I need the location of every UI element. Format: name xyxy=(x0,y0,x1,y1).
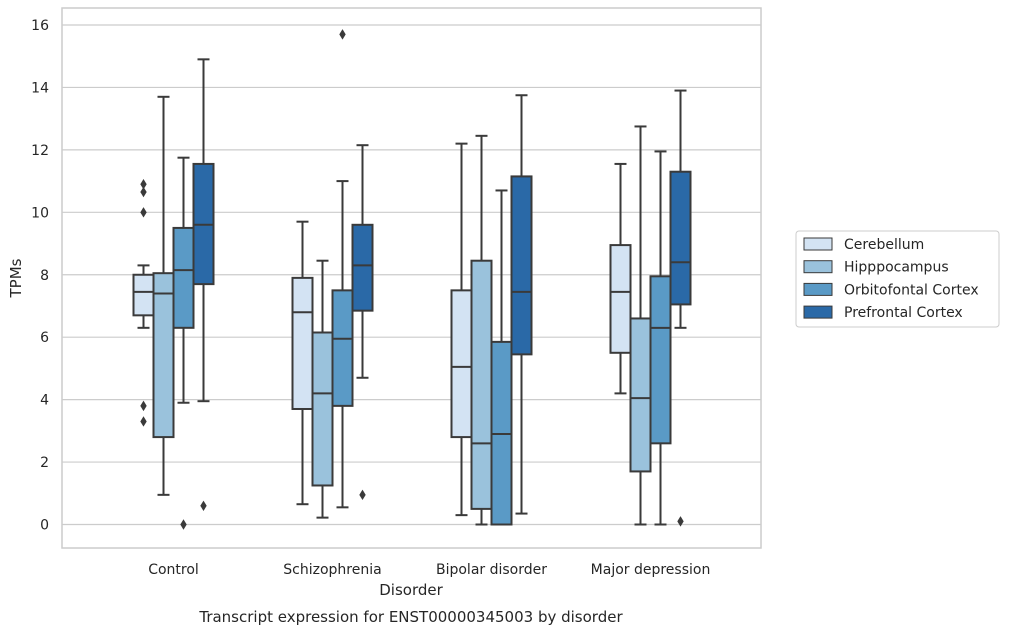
outlier-point xyxy=(140,207,147,218)
box-cerebellum xyxy=(291,220,314,506)
legend-label: Hipppocampus xyxy=(844,260,949,276)
box-iqr xyxy=(510,175,533,356)
box-prefrontal-cortex xyxy=(510,94,533,515)
box-plot-series xyxy=(132,29,692,530)
legend-swatch xyxy=(803,282,833,296)
x-tick-label: Major depression xyxy=(591,562,711,578)
box-cerebellum xyxy=(132,179,155,427)
y-tick-label: 6 xyxy=(40,330,49,346)
box-orbitofontal-cortex xyxy=(172,156,195,530)
legend-label: Prefrontal Cortex xyxy=(844,305,963,321)
x-tick-label: Schizophrenia xyxy=(283,562,381,578)
x-axis-title: Disorder xyxy=(379,581,443,599)
box-iqr xyxy=(291,276,314,410)
legend-swatch xyxy=(803,260,833,274)
box-iqr xyxy=(629,317,652,473)
y-tick-labels: 0 2 4 6 8 10 12 14 16 xyxy=(31,18,49,534)
outlier-point xyxy=(180,519,187,530)
outlier-point xyxy=(140,400,147,412)
box-hipppocampus xyxy=(629,125,652,526)
outlier-point xyxy=(140,179,147,190)
y-tick-label: 12 xyxy=(31,143,49,159)
box-hipppocampus xyxy=(152,95,175,496)
legend-swatch xyxy=(803,305,833,319)
y-tick-label: 14 xyxy=(31,80,49,96)
y-tick-label: 0 xyxy=(40,518,49,534)
box-iqr xyxy=(331,289,354,407)
y-tick-label: 4 xyxy=(40,393,49,409)
box-prefrontal-cortex xyxy=(351,144,374,501)
legend-label: Orbitofontal Cortex xyxy=(844,282,979,298)
legend: Cerebellum Hipppocampus Orbitofontal Corte… xyxy=(795,230,1000,328)
outlier-point xyxy=(140,416,147,427)
outlier-point xyxy=(200,500,207,511)
outlier-point xyxy=(677,516,684,527)
box-iqr xyxy=(609,244,632,354)
box-hipppocampus xyxy=(470,134,493,526)
box-iqr xyxy=(152,272,175,439)
legend-frame xyxy=(795,230,1000,328)
box-iqr xyxy=(470,259,493,510)
outlier-point xyxy=(140,186,147,198)
y-tick-label: 2 xyxy=(40,455,49,471)
box-hipppocampus xyxy=(311,259,334,519)
chart-caption: Transcript expression for ENST0000034500… xyxy=(198,608,623,626)
x-tick-labels: Control Schizophrenia Bipolar disorder Majo… xyxy=(148,562,710,578)
box-orbitofontal-cortex xyxy=(649,150,672,526)
plot-frame xyxy=(61,7,762,549)
box-prefrontal-cortex xyxy=(192,58,215,511)
box-prefrontal-cortex xyxy=(669,89,692,527)
box-iqr xyxy=(669,170,692,306)
y-tick-label: 10 xyxy=(31,205,49,221)
legend-swatch xyxy=(803,237,833,251)
box-iqr xyxy=(132,273,155,317)
outlier-point xyxy=(339,29,346,40)
box-iqr xyxy=(450,289,473,439)
y-tick-label: 8 xyxy=(40,268,49,284)
x-tick-label: Bipolar disorder xyxy=(436,562,547,578)
box-iqr xyxy=(351,223,374,312)
box-iqr xyxy=(649,275,672,445)
box-orbitofontal-cortex xyxy=(490,189,513,526)
outlier-point xyxy=(359,489,366,501)
box-orbitofontal-cortex xyxy=(331,29,354,509)
box-cerebellum xyxy=(450,142,473,517)
y-tick-label: 16 xyxy=(31,18,49,34)
box-cerebellum xyxy=(609,162,632,395)
x-tick-label: Control xyxy=(148,562,199,578)
box-iqr xyxy=(172,226,195,329)
box-iqr xyxy=(311,331,334,487)
y-axis-title: TPMs xyxy=(7,258,25,298)
legend-label: Cerebellum xyxy=(844,237,924,253)
